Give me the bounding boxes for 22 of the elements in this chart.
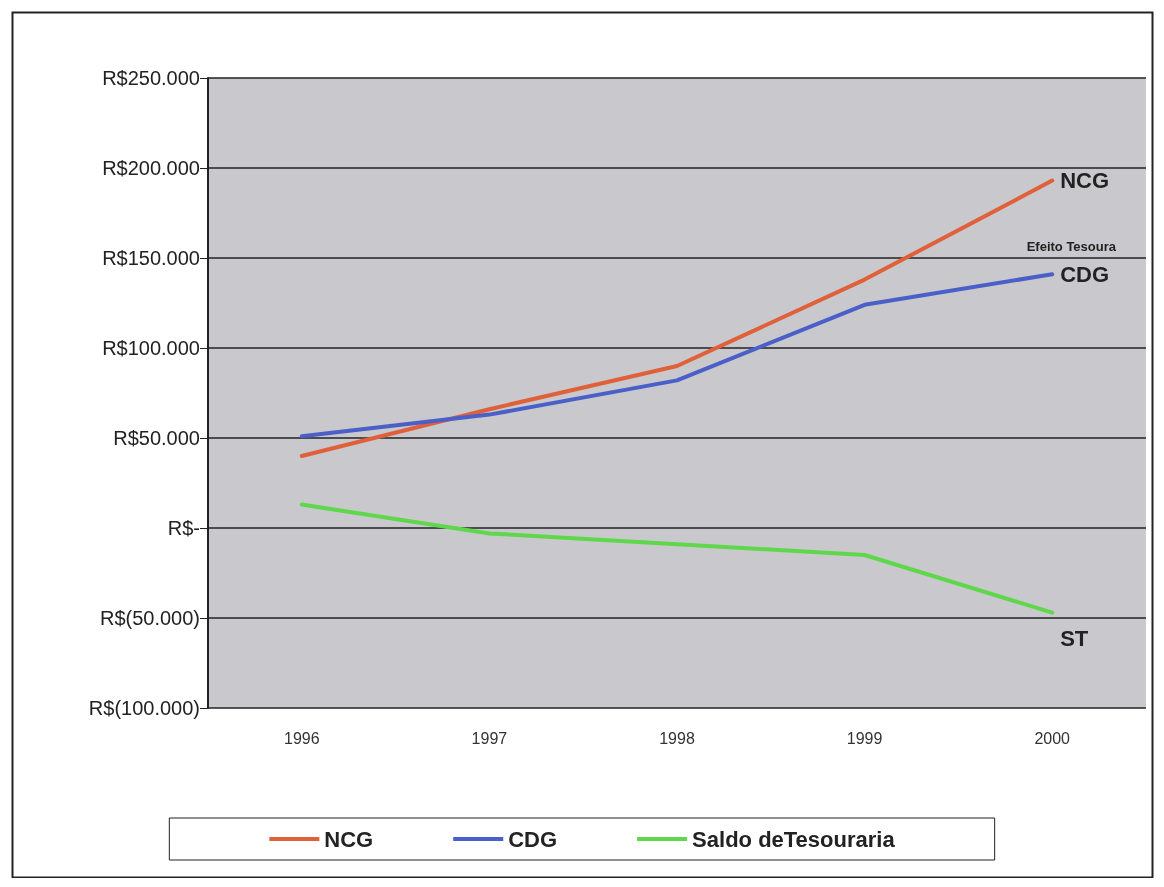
- y-tick-label: R$50.000: [113, 427, 200, 449]
- y-tick-label: R$100.000: [102, 337, 200, 359]
- x-tick-label: 2000: [1034, 729, 1071, 747]
- line-series: [299, 502, 1055, 615]
- legend-label: Saldo deTesouraria: [692, 826, 896, 852]
- x-tick-label: 1996: [284, 729, 320, 747]
- y-tick-label: R$(50.000): [99, 607, 200, 629]
- annotation: ST: [1060, 626, 1089, 652]
- legend-label: CDG: [508, 826, 558, 852]
- line-series: [299, 272, 1055, 439]
- y-tick-label: R$250.000: [102, 67, 200, 89]
- x-tick-label: 1997: [471, 729, 508, 747]
- y-tick-label: R$-: [167, 517, 200, 539]
- x-tick-label: 1999: [846, 729, 883, 747]
- annotation: CDG: [1060, 261, 1110, 287]
- y-tick-label: R$200.000: [102, 157, 200, 179]
- annotation: NCG: [1060, 168, 1110, 194]
- x-tick-label: 1998: [659, 729, 695, 747]
- legend-label: NCG: [324, 826, 374, 852]
- y-tick-label: R$(100.000): [88, 697, 200, 719]
- annotation: Efeito Tesoura: [1026, 239, 1117, 254]
- y-tick-label: R$150.000: [102, 247, 200, 269]
